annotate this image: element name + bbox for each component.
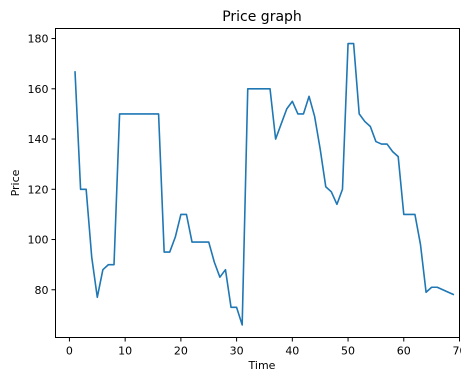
series-line-0 <box>74 42 455 326</box>
x-tick-label: 20 <box>174 345 188 358</box>
y-tick-label: 180 <box>28 33 49 46</box>
x-tick-label: 0 <box>66 345 73 358</box>
chart-title: Price graph <box>222 9 302 25</box>
y-tick-label: 140 <box>28 133 49 146</box>
x-tick-label: 60 <box>397 345 411 358</box>
y-tick-label: 100 <box>28 234 49 247</box>
x-tick-label: 30 <box>230 345 244 358</box>
plot-area <box>74 42 455 326</box>
y-axis-label: Price <box>9 169 22 196</box>
y-tick-label: 160 <box>28 83 49 96</box>
y-tick-label: 120 <box>28 183 49 196</box>
x-tick-label: 10 <box>118 345 132 358</box>
x-tick-label: 50 <box>341 345 355 358</box>
y-axis: 80 100 120 140 160 180 <box>28 33 56 297</box>
x-tick-label: 40 <box>285 345 299 358</box>
x-axis: 0 10 20 30 40 50 60 70 <box>66 337 461 358</box>
x-axis-label: Time <box>248 359 276 371</box>
plot-frame <box>55 28 460 338</box>
y-tick-label: 80 <box>35 284 49 297</box>
x-tick-label: 70 <box>453 345 461 358</box>
